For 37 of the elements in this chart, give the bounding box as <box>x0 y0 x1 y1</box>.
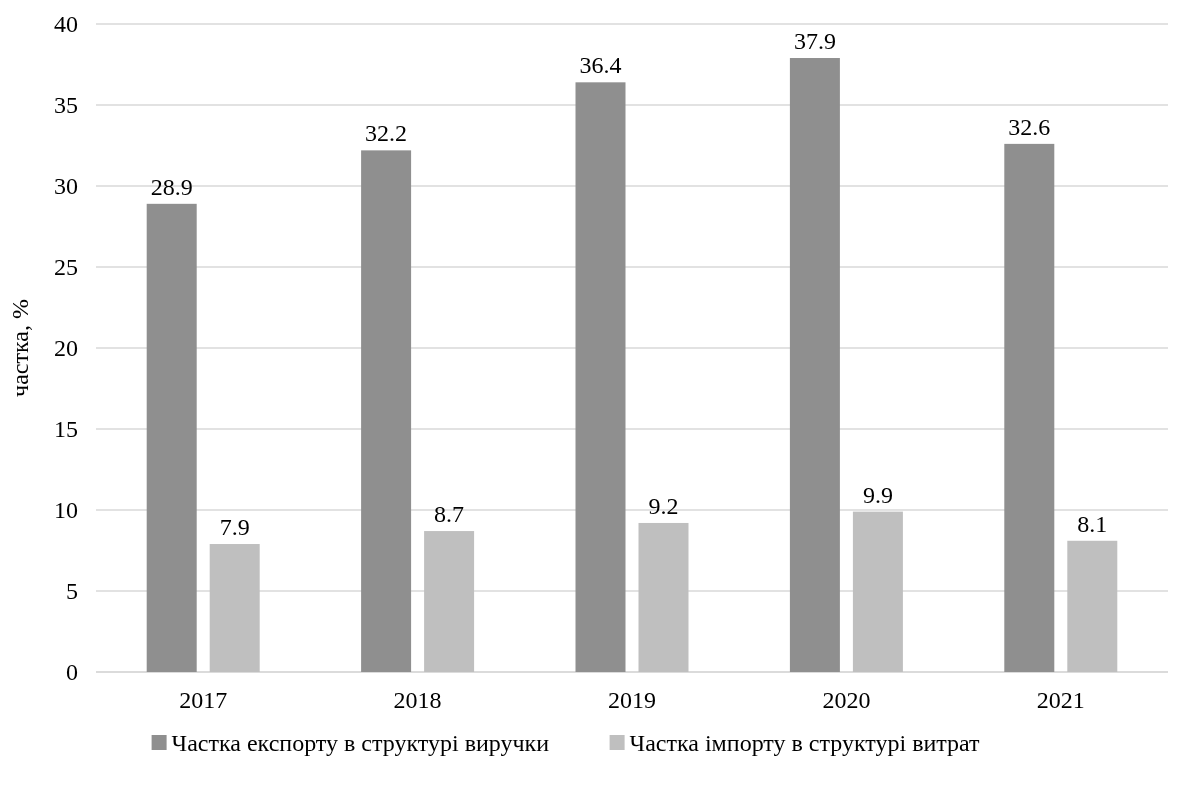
y-tick-label: 20 <box>54 335 78 362</box>
data-label: 37.9 <box>793 28 836 55</box>
bar <box>638 522 689 672</box>
bar <box>209 544 260 672</box>
y-tick-label: 5 <box>66 578 78 605</box>
data-label: 36.4 <box>579 52 622 79</box>
y-tick-label: 25 <box>54 254 78 281</box>
y-tick-label: 40 <box>54 11 78 38</box>
data-label: 9.9 <box>862 481 893 508</box>
data-label: 8.7 <box>434 501 465 528</box>
y-tick-label: 10 <box>54 497 78 524</box>
data-label: 32.6 <box>1008 113 1051 140</box>
bar <box>789 58 840 672</box>
legend-label: Частка імпорту в структурі витрат <box>629 730 981 757</box>
y-tick-label: 0 <box>66 659 78 686</box>
y-axis-title: частка, % <box>7 299 33 397</box>
x-tick-label: 2017 <box>179 687 228 713</box>
x-tick-label: 2021 <box>1036 687 1085 713</box>
x-tick-label: 2020 <box>822 687 871 713</box>
data-label: 7.9 <box>219 514 250 541</box>
data-label: 28.9 <box>150 173 193 200</box>
bar <box>146 203 197 672</box>
bar <box>1004 143 1055 672</box>
y-tick-label: 35 <box>54 92 78 119</box>
bar <box>424 531 475 672</box>
y-tick-label: 15 <box>54 416 78 443</box>
bar <box>575 82 626 672</box>
legend-label: Частка експорту в структурі виручки <box>171 730 550 757</box>
bar <box>852 511 903 672</box>
x-tick-label: 2019 <box>608 687 656 713</box>
data-label: 32.2 <box>365 120 408 147</box>
data-label: 9.2 <box>648 492 679 519</box>
data-label: 8.1 <box>1077 510 1108 537</box>
x-tick-label: 2018 <box>393 687 442 713</box>
bar <box>1067 540 1118 672</box>
y-tick-label: 30 <box>54 173 78 200</box>
bar <box>361 150 412 672</box>
